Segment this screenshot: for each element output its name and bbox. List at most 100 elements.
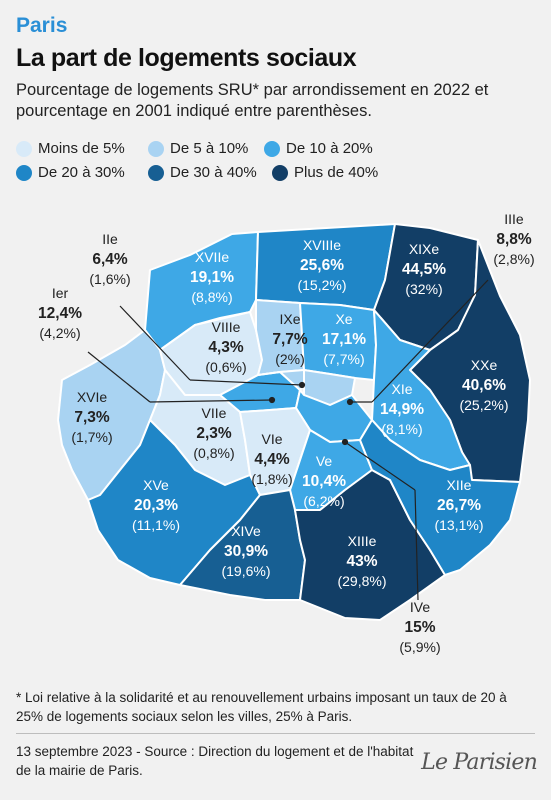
district-label-VII: VIIe 2,3% (0,8%): [193, 405, 234, 461]
district-label-XV: XVe 20,3% (11,1%): [132, 477, 180, 533]
district-value-2022-II: 6,4%: [92, 251, 128, 268]
district-label-II: IIe 6,4% (1,6%): [89, 231, 130, 287]
district-label-XIV: XIVe 30,9% (19,6%): [221, 523, 270, 579]
divider: [16, 733, 535, 734]
leader-line-IV: [344, 441, 416, 491]
legend-swatch: [272, 164, 288, 181]
district-name-XIX: XIXe: [409, 241, 440, 257]
district-name-XIII: XIIIe: [348, 533, 377, 549]
legend-label: De 5 à 10%: [170, 140, 249, 157]
legend-label: Moins de 5%: [38, 140, 125, 157]
district-value-2022-X: 17,1%: [322, 331, 366, 348]
leader-line-I: [87, 351, 151, 403]
leader-line-III: [371, 279, 489, 403]
district-value-2022-I: 12,4%: [38, 305, 82, 322]
district-name-IV: IVe: [410, 599, 430, 615]
district-label-X: Xe 17,1% (7,7%): [322, 311, 366, 367]
source: 13 septembre 2023 - Source : Direction d…: [16, 744, 414, 778]
district-value-2001-VII: (0,8%): [193, 445, 234, 461]
district-value-2022-XIV: 30,9%: [224, 543, 268, 560]
legend-item: De 10 à 20%: [264, 140, 373, 157]
district-value-2022-XVII: 19,1%: [190, 269, 234, 286]
district-value-2022-V: 10,4%: [302, 473, 346, 490]
district-value-2001-XVIII: (15,2%): [297, 277, 346, 293]
district-label-XIII: XIIIe 43% (29,8%): [337, 533, 386, 589]
district-value-2001-V: (6,2%): [303, 493, 344, 509]
legend-item: De 5 à 10%: [148, 140, 248, 157]
legend-label: Plus de 40%: [294, 164, 379, 181]
district-name-II: IIe: [102, 231, 118, 247]
district-value-2001-XIV: (19,6%): [221, 563, 270, 579]
district-name-XVI: XVIe: [77, 389, 108, 405]
district-label-IX: IXe 7,7% (2%): [272, 311, 308, 367]
district-label-XIX: XIXe 44,5% (32%): [402, 241, 446, 297]
district-label-VIII: VIIIe 4,3% (0,6%): [205, 319, 246, 375]
district-XIV[interactable]: [179, 489, 306, 601]
district-label-XX: XXe 40,6% (25,2%): [459, 357, 508, 413]
district-name-X: Xe: [335, 311, 352, 327]
district-X[interactable]: [299, 302, 377, 381]
district-label-XVIII: XVIIIe 25,6% (15,2%): [297, 237, 346, 293]
leader-line-II: [119, 305, 191, 381]
legend-item: Plus de 40%: [272, 164, 378, 181]
district-name-III: IIIe: [504, 211, 524, 227]
le-parisien-logo: Le Parisien: [421, 750, 538, 775]
district-value-2001-IX: (2%): [275, 351, 305, 367]
district-value-2001-XIX: (32%): [405, 281, 442, 297]
leader-dot-III: [346, 398, 354, 406]
district-label-VI: VIe 4,4% (1,8%): [251, 431, 292, 487]
district-value-2001-XII: (13,1%): [434, 517, 483, 533]
district-name-XIV: XIVe: [231, 523, 261, 539]
district-label-III: IIIe 8,8% (2,8%): [493, 211, 534, 267]
district-value-2022-IX: 7,7%: [272, 331, 308, 348]
district-label-XVII: XVIIe 19,1% (8,8%): [190, 249, 234, 305]
district-label-XI: XIe 14,9% (8,1%): [380, 381, 424, 437]
district-value-2022-XV: 20,3%: [134, 497, 178, 514]
legend-swatch: [264, 140, 280, 157]
legend-swatch: [148, 140, 164, 157]
district-name-VI: VIe: [261, 431, 282, 447]
district-name-V: Ve: [316, 453, 333, 469]
legend-swatch: [16, 164, 32, 181]
district-value-2001-XVII: (8,8%): [191, 289, 232, 305]
district-label-XVI: XVIe 7,3% (1,7%): [71, 389, 112, 445]
district-name-XX: XXe: [471, 357, 498, 373]
district-value-2001-XIII: (29,8%): [337, 573, 386, 589]
district-value-2022-XIX: 44,5%: [402, 261, 446, 278]
leader-dot-IV: [341, 438, 349, 446]
leader-dot-II: [298, 381, 306, 389]
district-label-XII: XIIe 26,7% (13,1%): [434, 477, 483, 533]
district-XII[interactable]: [359, 419, 521, 576]
kicker: Paris: [16, 14, 68, 37]
district-name-IX: IXe: [279, 311, 300, 327]
district-name-XII: XIIe: [447, 477, 472, 493]
district-name-XVIII: XVIIIe: [303, 237, 341, 253]
legend-swatch: [148, 164, 164, 181]
legend-item: De 20 à 30%: [16, 164, 125, 181]
legend-label: De 10 à 20%: [286, 140, 373, 157]
district-value-2022-III: 8,8%: [496, 231, 532, 248]
legend-item: Moins de 5%: [16, 140, 125, 157]
district-label-V: Ve 10,4% (6,2%): [302, 453, 346, 509]
district-value-2022-VIII: 4,3%: [208, 339, 244, 356]
district-name-I: Ier: [52, 285, 69, 301]
legend-label: De 30 à 40%: [170, 164, 257, 181]
leader-line-IV-b: [414, 489, 419, 601]
district-value-2022-IV: 15%: [404, 619, 435, 636]
subtitle: Pourcentage de logements SRU* par arrond…: [16, 81, 489, 120]
district-value-2022-XX: 40,6%: [462, 377, 506, 394]
district-value-2001-IV: (5,9%): [399, 639, 440, 655]
district-value-2001-VIII: (0,6%): [205, 359, 246, 375]
district-value-2001-XX: (25,2%): [459, 397, 508, 413]
leader-line-I-b: [149, 399, 273, 403]
leader-lines: [87, 279, 489, 601]
legend-item: De 30 à 40%: [148, 164, 257, 181]
district-value-2022-VI: 4,4%: [254, 451, 290, 468]
district-value-2001-II: (1,6%): [89, 271, 130, 287]
footnote: * Loi relative à la solidarité et au ren…: [16, 690, 507, 724]
district-name-VII: VIIe: [202, 405, 227, 421]
district-value-2022-XI: 14,9%: [380, 401, 424, 418]
district-value-2022-XII: 26,7%: [437, 497, 481, 514]
leader-dot-I: [268, 396, 276, 404]
legend-label: De 20 à 30%: [38, 164, 125, 181]
